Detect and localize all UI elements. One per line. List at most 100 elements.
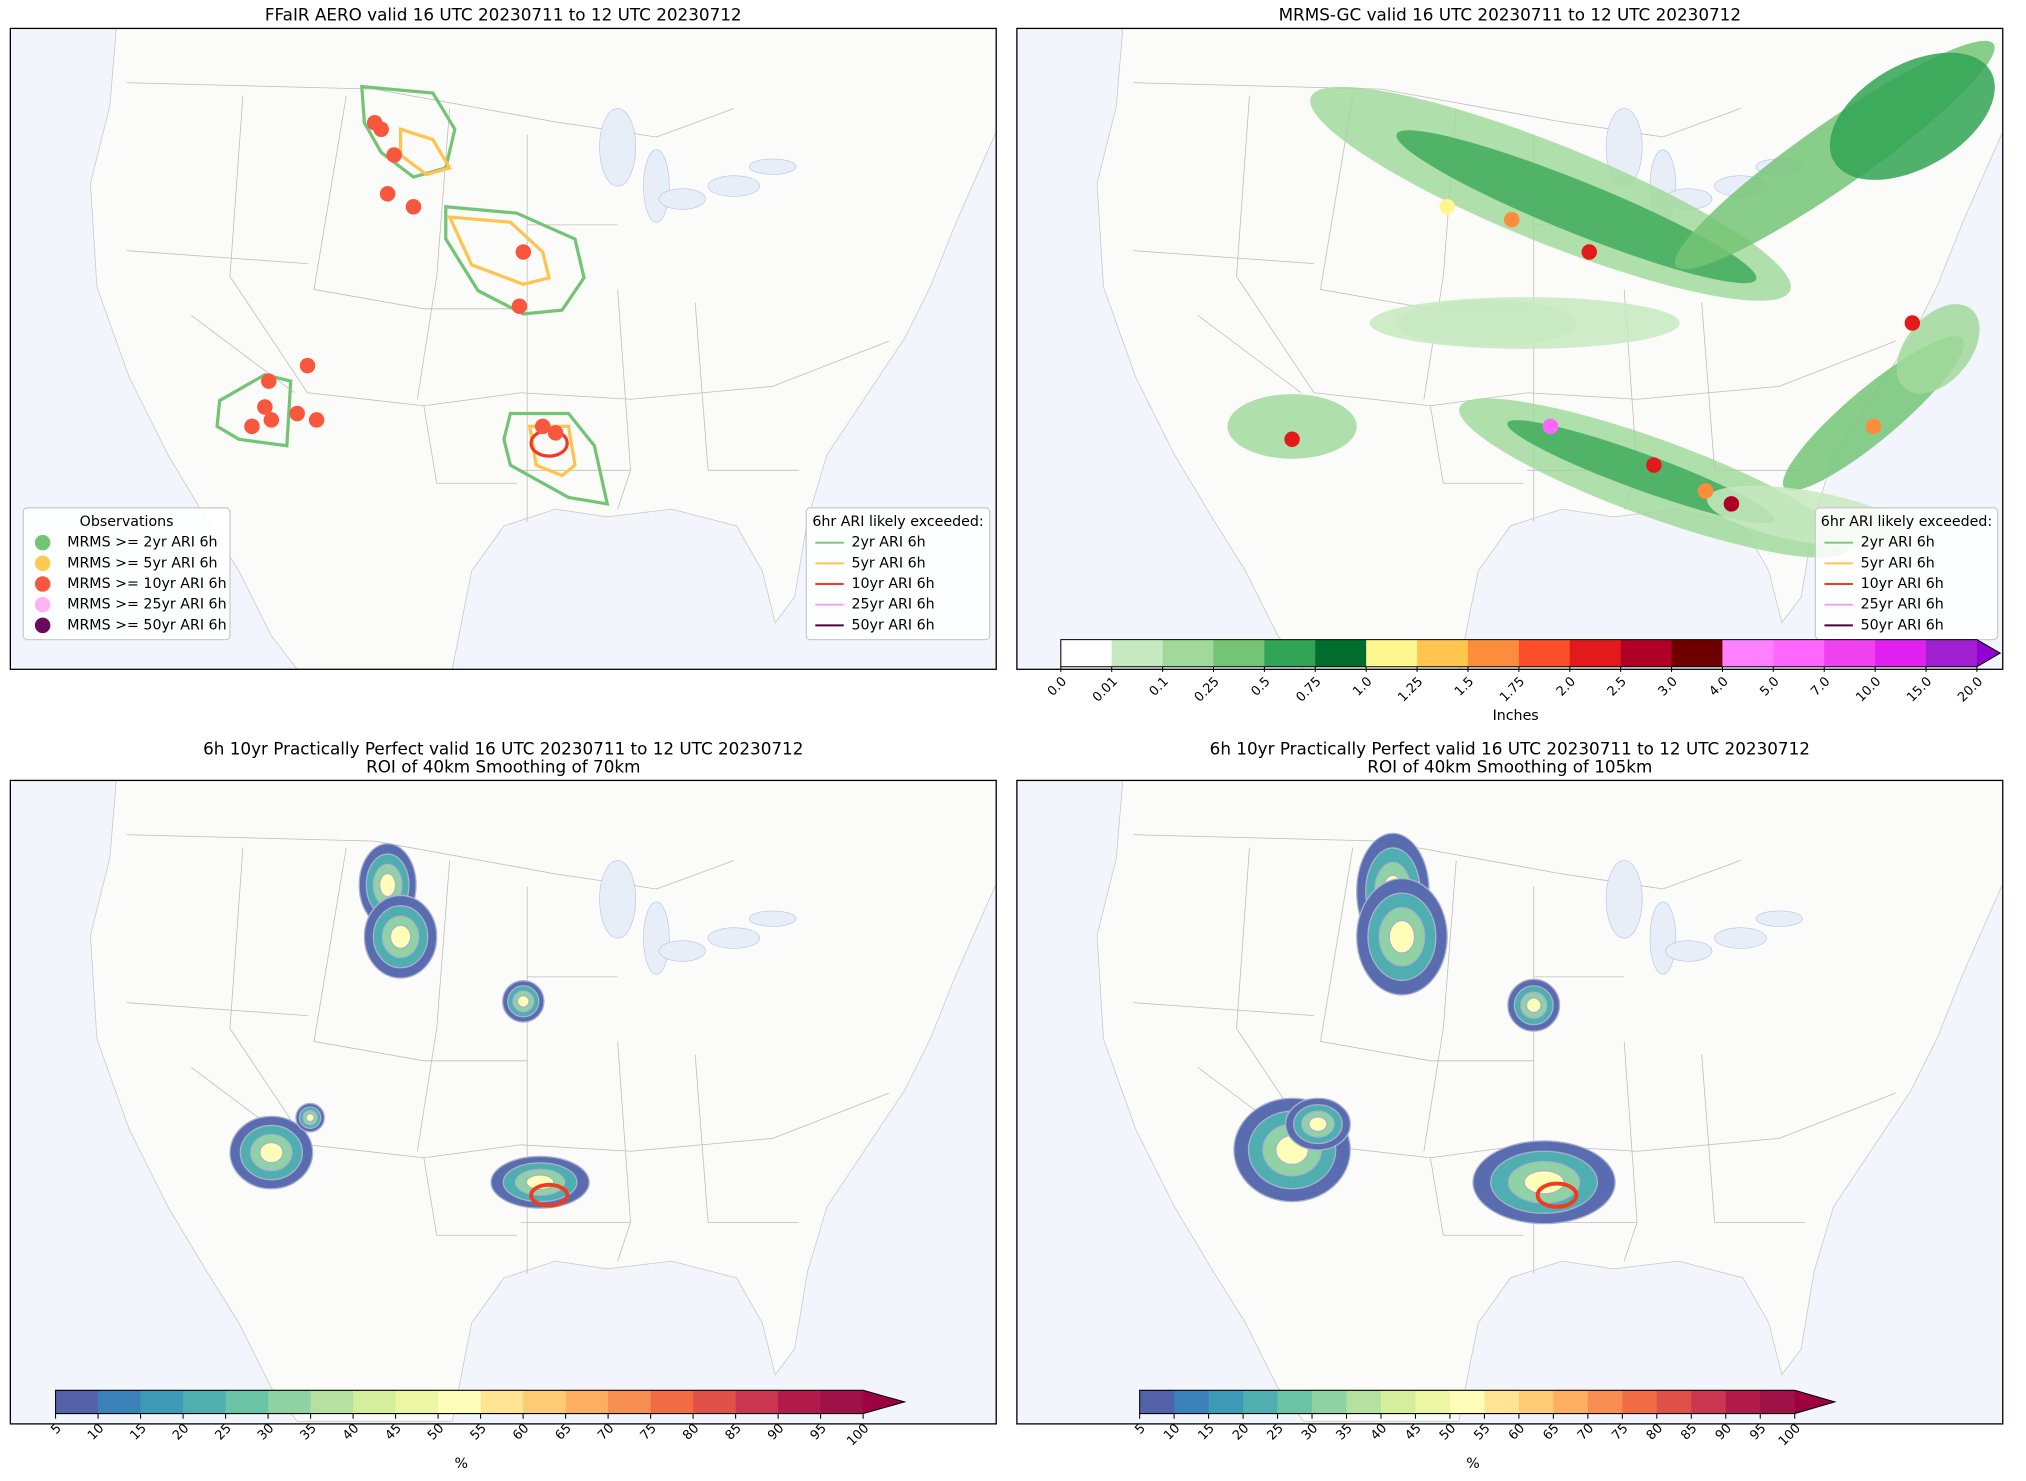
state-border [1429,405,1524,484]
state-border [617,289,631,510]
observation [299,357,316,374]
state-border [1197,314,1302,394]
state-border [1236,95,1315,394]
legend-label: MRMS >= 25yr ARI 6h [67,597,226,613]
state-border [1133,1002,1315,1016]
colorbar-tick-label: 1.75 [1497,674,1528,705]
observation [511,298,528,314]
colorbar-tick-label: 1.5 [1452,674,1477,699]
colorbar-segment [1213,639,1265,667]
lake [658,188,706,210]
state-border [772,1092,890,1139]
land [1096,780,2003,1422]
legend-label: 25yr ARI 6h [851,597,934,613]
colorbar-segment [140,1390,184,1414]
legend-label: MRMS >= 10yr ARI 6h [67,576,226,592]
probability-area [1523,1170,1565,1195]
state-border [1701,302,1716,471]
overlay [1227,40,1995,558]
state-border [520,1137,773,1152]
state-border [423,405,517,484]
probability-area [1525,997,1542,1014]
colorbar-segment [735,1390,779,1414]
legend-box [805,507,991,641]
colorbar-segment [1587,1390,1623,1414]
colorbar-segment [55,1390,99,1414]
legend-marker [34,555,51,572]
state-border [229,847,308,1146]
precip-core [1697,483,1714,499]
colorbar-outline [1060,639,2002,668]
contour [1535,1181,1579,1209]
colorbar-segment [778,1390,822,1414]
colorbar-segment [1824,639,1876,667]
precip-area [1829,52,1995,180]
colorbar-segment [1875,639,1927,667]
probability-area [305,1113,315,1123]
observation [547,425,564,441]
colorbar-segment [1208,1390,1244,1414]
overlay [1233,832,1616,1225]
colorbar-segment [1518,1390,1554,1414]
panel-frame [9,27,997,670]
panel-title: 6h 10yr Practically Perfect valid 16 UTC… [203,738,803,758]
colorbar-segment [1553,1390,1589,1414]
colorbar-segment [650,1390,694,1414]
lake [707,175,761,197]
legend-label: 50yr ARI 6h [851,617,934,633]
state-border [520,385,773,400]
colorbar-outline [1139,1389,1837,1415]
colorbar-segment [565,1390,609,1414]
precip-core [1904,315,1921,331]
colorbar-segment [310,1390,354,1414]
colorbar-segment [480,1390,524,1414]
colorbar-tick-label: 4.0 [1706,674,1731,699]
lake [599,860,637,939]
legend-label: MRMS >= 2yr ARI 6h [67,535,217,551]
legend-title: 6hr ARI likely exceeded: [1821,514,1992,530]
lake [643,901,670,975]
precip-core [1646,457,1662,473]
state-border [313,847,528,1062]
colorbar-segment [98,1390,141,1414]
panel-frame [1016,779,2004,1425]
colorbar-tick-label: 5.0 [1757,674,1782,699]
colorbar-tick-label: 10.0 [1853,674,1884,705]
colorbar-tick-label: 0.01 [1090,674,1121,705]
land [90,28,997,670]
colorbar-tick-label: 2.0 [1554,674,1579,699]
precip-core [1581,244,1598,260]
colorbar-segment [1691,1390,1727,1414]
legend-label: 10yr ARI 6h [851,576,934,592]
probability-area [516,994,530,1008]
colorbar-segment [693,1390,737,1414]
colorbar-segment [1315,639,1367,667]
colorbar-tick-label: 0.0 [1045,674,1070,699]
colorbar-segment [225,1390,269,1414]
precip-core [1504,211,1520,228]
contour [527,424,577,478]
observation [289,405,305,422]
colorbar-segment [1380,1390,1416,1414]
observation [386,147,402,163]
colorbar-tick-label: 0.25 [1192,674,1223,705]
land [90,780,997,1422]
map [1016,780,2003,1424]
probability-area [1308,1116,1328,1133]
colorbar-tick-label: 0.1 [1147,674,1172,699]
colorbar-segment [395,1390,439,1414]
legend-label: 10yr ARI 6h [1861,576,1944,592]
state-border [229,95,308,394]
colorbar-label: % [455,1456,469,1472]
colorbar-extend [1976,639,2001,667]
legend-marker [34,534,51,551]
state-border [694,1054,709,1223]
state-border [1429,1157,1524,1236]
legend-label: MRMS >= 50yr ARI 6h [67,617,226,633]
precip-core [1439,198,1455,215]
colorbar-extend [1794,1390,1835,1414]
legend-marker [34,617,51,634]
legend-title: 6hr ARI likely exceeded: [812,514,983,530]
observation [244,418,260,435]
